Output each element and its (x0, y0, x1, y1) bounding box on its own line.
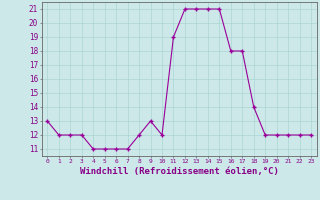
X-axis label: Windchill (Refroidissement éolien,°C): Windchill (Refroidissement éolien,°C) (80, 167, 279, 176)
